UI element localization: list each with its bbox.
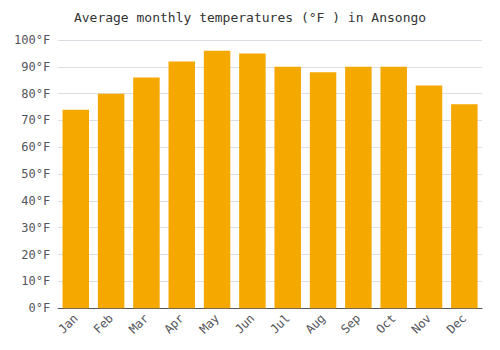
svg-text:60°F: 60°F bbox=[21, 140, 50, 154]
svg-text:Aug: Aug bbox=[303, 311, 328, 336]
svg-text:Average monthly temperatures (: Average monthly temperatures (°F ) in An… bbox=[74, 10, 426, 25]
svg-text:80°F: 80°F bbox=[21, 87, 50, 101]
svg-text:Oct: Oct bbox=[373, 311, 398, 336]
svg-text:Jun: Jun bbox=[232, 311, 257, 336]
svg-text:100°F: 100°F bbox=[14, 33, 50, 47]
svg-text:20°F: 20°F bbox=[21, 248, 50, 262]
svg-text:Dec: Dec bbox=[444, 311, 469, 336]
svg-text:Apr: Apr bbox=[161, 311, 186, 336]
svg-text:40°F: 40°F bbox=[21, 194, 50, 208]
svg-text:30°F: 30°F bbox=[21, 221, 50, 235]
svg-text:Feb: Feb bbox=[91, 311, 116, 336]
svg-text:Nov: Nov bbox=[409, 311, 434, 336]
svg-text:90°F: 90°F bbox=[21, 60, 50, 74]
svg-text:May: May bbox=[197, 311, 222, 336]
svg-text:10°F: 10°F bbox=[21, 274, 50, 288]
svg-text:70°F: 70°F bbox=[21, 113, 50, 127]
svg-text:0°F: 0°F bbox=[28, 301, 50, 315]
svg-text:Jul: Jul bbox=[267, 311, 292, 336]
svg-text:50°F: 50°F bbox=[21, 167, 50, 181]
svg-text:Mar: Mar bbox=[126, 311, 151, 336]
svg-text:Jan: Jan bbox=[56, 311, 81, 336]
svg-text:Sep: Sep bbox=[338, 311, 363, 336]
